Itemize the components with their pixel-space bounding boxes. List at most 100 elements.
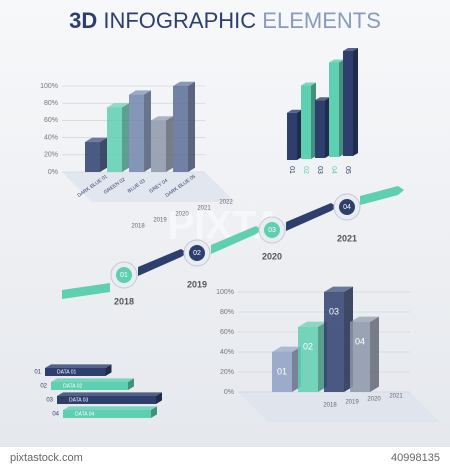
- hbar-side: [156, 392, 162, 404]
- column: [301, 85, 311, 159]
- title: 3D INFOGRAPHIC ELEMENTS: [69, 8, 381, 33]
- hbar-label: DATA 01: [57, 369, 76, 375]
- bar-top: [173, 81, 195, 86]
- title-infographic: INFOGRAPHIC: [103, 8, 256, 33]
- bar-top: [350, 316, 379, 322]
- x-label: 2021: [197, 206, 211, 212]
- y-tick-label: 100%: [40, 83, 58, 90]
- bar-side: [188, 81, 195, 172]
- y-tick-label: 40%: [44, 134, 58, 141]
- bar: [107, 107, 122, 172]
- hbar-top: [63, 406, 157, 410]
- hbar-top: [45, 364, 112, 368]
- hbar: [63, 410, 151, 418]
- bar: [350, 322, 370, 392]
- hbar-number: 02: [40, 384, 47, 390]
- x-label: 2021: [389, 394, 403, 400]
- hbar: [57, 396, 156, 404]
- y-tick-label: 40%: [220, 349, 234, 356]
- arrow-link: [211, 226, 262, 254]
- hbar-top: [57, 392, 162, 396]
- column-label: 01: [288, 166, 295, 174]
- bar-label: 01: [277, 366, 287, 376]
- bar-top: [85, 137, 107, 142]
- step-year: 2019: [187, 279, 207, 289]
- bar-side: [166, 116, 173, 172]
- hbar: [45, 368, 106, 376]
- footer-id: 40998135: [391, 452, 440, 464]
- hbar-number: 01: [34, 370, 41, 376]
- bar-side: [144, 90, 151, 172]
- step-dot: [189, 245, 205, 261]
- y-tick-label: 20%: [220, 369, 234, 376]
- bar-top: [129, 90, 151, 95]
- hbar-label: DATA 02: [63, 383, 82, 389]
- bar: [298, 327, 318, 392]
- step-dot: [264, 222, 280, 238]
- hbar-side: [128, 378, 134, 390]
- x-label: 2022: [219, 200, 233, 206]
- bar: [85, 141, 100, 172]
- footer-site: pixtastock.com: [10, 452, 83, 464]
- column-top: [329, 59, 344, 63]
- column-label: 05: [344, 166, 351, 174]
- bar: [324, 292, 344, 392]
- step-year: 2021: [337, 233, 357, 243]
- bar: [151, 120, 166, 172]
- bar-top: [298, 321, 327, 327]
- title-3d: 3D: [69, 8, 97, 33]
- step-dot: [339, 199, 355, 215]
- y-tick-label: 80%: [220, 309, 234, 316]
- column-top: [287, 109, 302, 113]
- column-side: [311, 82, 316, 159]
- x-label: 2019: [345, 400, 359, 406]
- y-tick-label: 20%: [44, 152, 58, 159]
- hbar-label: DATA 04: [75, 411, 94, 417]
- hbar-label: DATA 03: [69, 397, 88, 403]
- hbar-side: [105, 364, 112, 376]
- x-label: 2020: [367, 397, 381, 403]
- arrow-link: [138, 249, 187, 276]
- y-tick-label: 0%: [48, 169, 58, 176]
- title-elements: ELEMENTS: [262, 8, 381, 33]
- bar: [272, 352, 292, 392]
- bar-side: [370, 316, 379, 392]
- column-label: 02: [302, 166, 309, 174]
- x-label: 2018: [131, 224, 145, 230]
- step-year: 2018: [114, 296, 134, 306]
- column-side: [325, 97, 330, 158]
- x-label: 2018: [323, 403, 337, 409]
- column: [315, 100, 325, 158]
- footer-bar: [0, 447, 450, 469]
- column-side: [339, 59, 344, 157]
- y-tick-label: 60%: [220, 329, 234, 336]
- y-tick-label: 100%: [216, 289, 234, 296]
- arrow-link: [286, 203, 337, 231]
- step-number: 04: [343, 204, 351, 211]
- step-number: 03: [268, 227, 276, 234]
- bar-top: [272, 346, 301, 352]
- column-top: [301, 82, 316, 86]
- bar-top: [324, 286, 353, 292]
- bar-top: [151, 116, 173, 121]
- bar: [129, 94, 144, 172]
- column-side: [353, 48, 358, 156]
- hbar: [51, 382, 128, 390]
- hbar-top: [51, 378, 134, 382]
- bar-label: 02: [303, 341, 313, 351]
- step-number: 02: [193, 250, 201, 257]
- arrow-start: [62, 283, 110, 299]
- y-tick-label: 0%: [224, 389, 234, 396]
- bar-label: 04: [355, 336, 365, 346]
- step-year: 2020: [262, 251, 282, 261]
- bar-side: [122, 103, 129, 172]
- x-label: 2020: [175, 212, 189, 218]
- floor: [238, 392, 440, 422]
- y-tick-label: 60%: [44, 117, 58, 124]
- column: [343, 51, 353, 156]
- x-label: 2019: [153, 218, 167, 224]
- bar-side: [100, 137, 107, 172]
- y-tick-label: 80%: [44, 100, 58, 107]
- arrow-end: [360, 186, 404, 205]
